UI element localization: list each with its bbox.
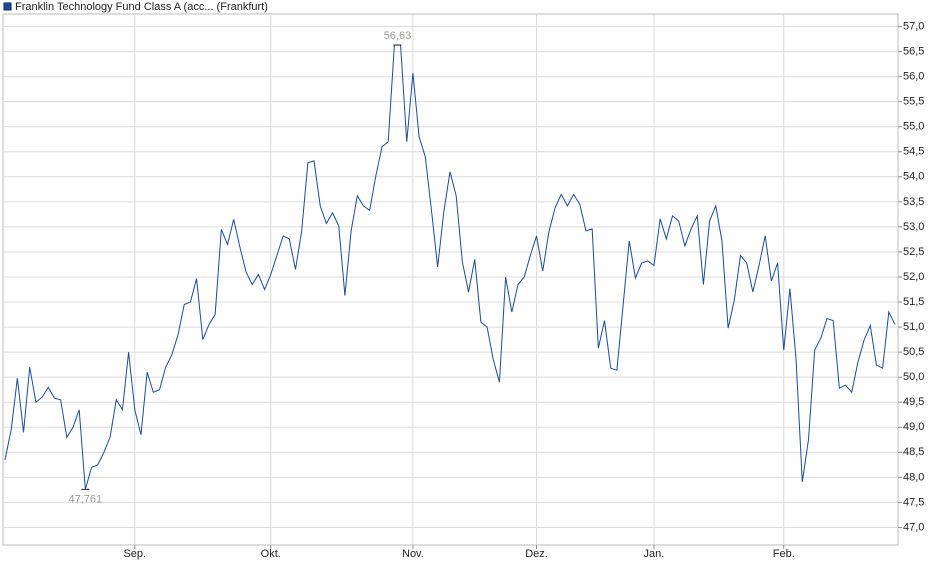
y-tick-label: 56,0 [903, 71, 924, 83]
y-tick-label: 48,5 [903, 446, 924, 458]
x-tick-label: Dez. [525, 548, 548, 560]
y-tick-label: 49,5 [903, 396, 924, 408]
y-tick-label: 53,0 [903, 221, 924, 233]
annotation-label: 47,761 [69, 493, 103, 505]
x-tick-label: Nov. [402, 548, 424, 560]
y-tick-label: 52,5 [903, 246, 924, 258]
y-tick-label: 52,0 [903, 271, 924, 283]
x-tick-label: Jan. [644, 548, 665, 560]
y-tick-label: 49,0 [903, 421, 924, 433]
y-tick-label: 55,5 [903, 96, 924, 108]
y-tick-label: 50,5 [903, 346, 924, 358]
y-tick-label: 50,0 [903, 371, 924, 383]
legend-swatch [3, 2, 12, 11]
y-tick-label: 48,0 [903, 471, 924, 483]
y-tick-label: 54,0 [903, 171, 924, 183]
x-tick-label: Feb. [773, 548, 795, 560]
y-tick-label: 47,0 [903, 521, 924, 533]
y-tick-label: 47,5 [903, 496, 924, 508]
x-tick-label: Okt. [261, 548, 281, 560]
y-tick-label: 53,5 [903, 196, 924, 208]
plot-area [2, 13, 899, 546]
y-tick-label: 51,0 [903, 321, 924, 333]
y-tick-label: 54,5 [903, 146, 924, 158]
y-tick-label: 57,0 [903, 20, 924, 32]
y-tick-label: 51,5 [903, 296, 924, 308]
y-tick-label: 55,0 [903, 121, 924, 133]
annotation-label: 56,63 [384, 30, 412, 42]
x-tick-label: Sep. [123, 548, 146, 560]
y-tick-label: 56,5 [903, 45, 924, 57]
legend-label: Franklin Technology Fund Class A (acc...… [15, 1, 268, 13]
series-line [4, 44, 896, 490]
